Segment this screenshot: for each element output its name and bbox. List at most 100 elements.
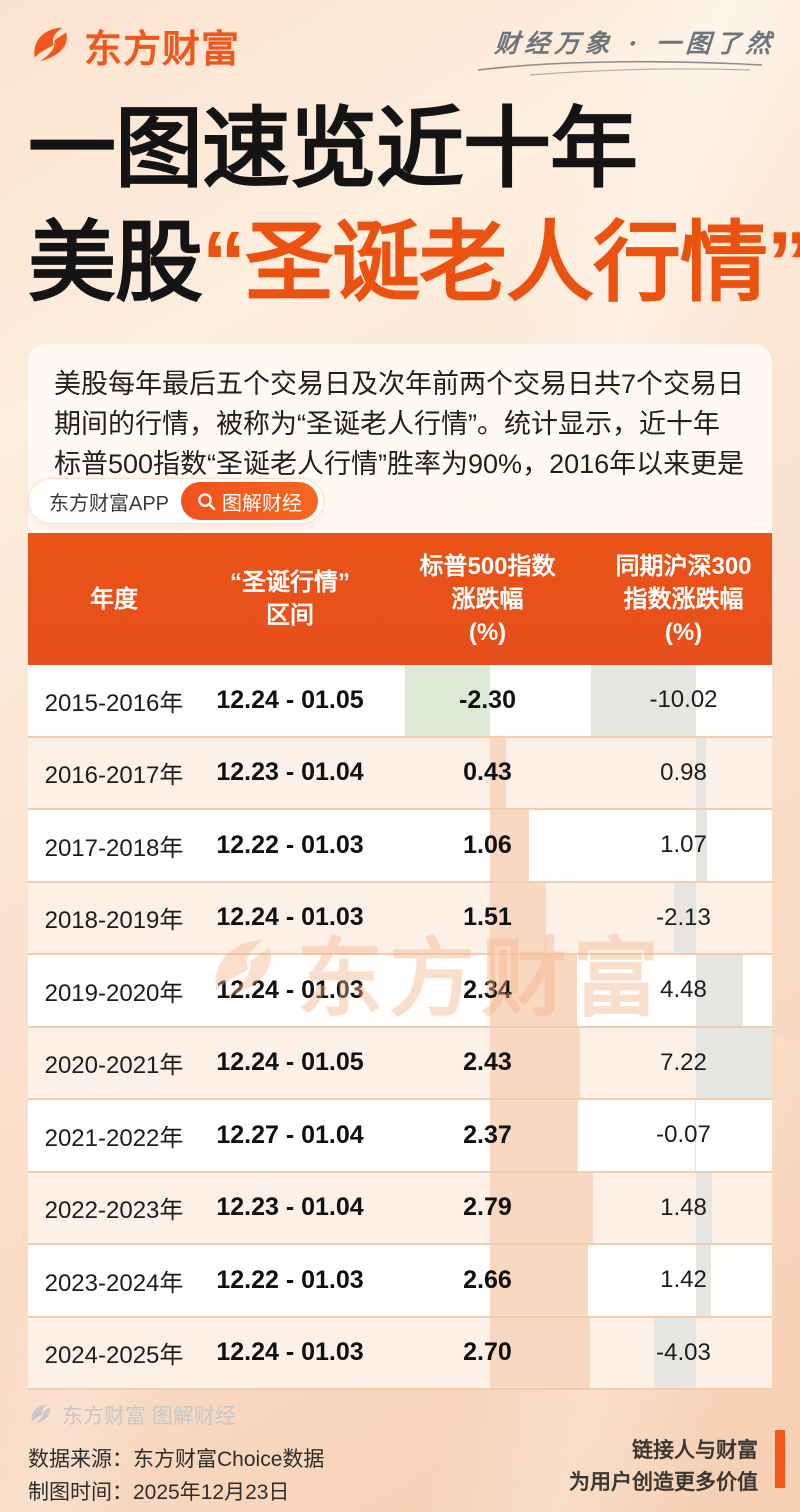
table-row: 2018-2019年 12.24 - 01.03 1.51 -2.13 — [28, 882, 772, 955]
sp500-bar — [490, 810, 530, 881]
csi300-bar — [696, 955, 744, 1026]
csi300-cell: 1.07 — [660, 831, 707, 859]
sp500-bar — [490, 882, 546, 953]
title-line1: 一图速览近十年 — [28, 99, 638, 198]
eastmoney-flame-icon — [31, 1404, 50, 1424]
sp500-bar — [490, 1317, 590, 1388]
table-rows: 2015-2016年 12.24 - 01.05 -2.30 -10.02 2016-2… — [28, 665, 772, 1390]
csi300-bar — [696, 1172, 712, 1243]
year-cell: 2023-2024年 — [44, 1269, 184, 1297]
sp500-bar — [490, 1027, 580, 1098]
title-line2-orange: “圣诞老人行情” — [202, 213, 800, 312]
search-channel-label: 图解财经 — [222, 492, 303, 515]
table-row: 2016-2017年 12.23 - 01.04 0.43 0.98 — [28, 737, 772, 810]
chart-date-line: 制图时间：2025年12月23日 — [28, 1481, 290, 1504]
sp500-cell: 2.66 — [463, 1265, 512, 1294]
search-icon — [198, 492, 216, 510]
brand-logo: 东方财富 — [28, 18, 240, 73]
table-row: 2021-2022年 12.27 - 01.04 2.37 -0.07 — [28, 1100, 772, 1173]
sp500-bar — [490, 1172, 594, 1243]
sp500-cell: 2.79 — [463, 1193, 512, 1222]
csi300-cell: -2.13 — [656, 903, 711, 931]
range-cell: 12.24 - 01.03 — [216, 1338, 364, 1367]
year-cell: 2020-2021年 — [44, 1052, 184, 1080]
table-row: 2019-2020年 12.24 - 01.03 2.34 4.48 — [28, 955, 772, 1028]
year-cell: 2016-2017年 — [44, 762, 184, 790]
sp500-cell: 2.34 — [463, 975, 512, 1004]
csi300-bar — [695, 1100, 696, 1171]
table-row: 2023-2024年 12.22 - 01.03 2.66 1.42 — [28, 1245, 772, 1318]
year-cell: 2019-2020年 — [44, 979, 184, 1007]
sp500-cell: 2.43 — [463, 1048, 512, 1077]
footer-slogan-line1: 链接人与财富 — [632, 1439, 758, 1462]
table-row: 2015-2016年 12.24 - 01.05 -2.30 -10.02 — [28, 665, 772, 738]
footer-brand-text: 东方财富 图解财经 — [62, 1405, 236, 1428]
app-badge-label: 东方财富APP — [49, 492, 170, 515]
csi300-cell: -4.03 — [656, 1338, 711, 1366]
table-row: 2020-2021年 12.24 - 01.05 2.43 7.22 — [28, 1027, 772, 1100]
title-line2: 美股“圣诞老人行情” — [28, 206, 800, 320]
page-title: 一图速览近十年 美股“圣诞老人行情” — [28, 92, 800, 320]
table-row: 2017-2018年 12.22 - 01.03 1.06 1.07 — [28, 810, 772, 883]
sp500-bar — [490, 737, 506, 808]
sp500-bar — [490, 955, 577, 1026]
header-cell-2: 标普500指数 涨跌幅 (%) — [419, 552, 556, 646]
csi300-bar — [653, 1317, 696, 1388]
table-row: 2022-2023年 12.23 - 01.04 2.79 1.48 — [28, 1172, 772, 1245]
santa-rally-table: 年度 “圣诞行情” 区间 标普500指数 涨跌幅 (%) 同期沪深300 指数涨跌幅 (%) 2… — [28, 533, 772, 1390]
sp500-bar — [490, 1100, 578, 1171]
csi300-cell: 0.98 — [660, 758, 707, 786]
range-cell: 12.23 - 01.04 — [216, 758, 364, 787]
sp500-cell: 0.43 — [463, 758, 512, 787]
range-cell: 12.24 - 01.05 — [216, 685, 364, 714]
sp500-cell: -2.30 — [459, 685, 516, 714]
year-cell: 2021-2022年 — [44, 1124, 184, 1152]
header-cell-3: 同期沪深300 指数涨跌幅 (%) — [615, 552, 752, 646]
csi300-bar — [696, 810, 708, 881]
range-cell: 12.24 - 01.05 — [216, 1048, 364, 1077]
csi300-bar — [590, 665, 696, 736]
data-source-line: 数据来源：东方财富Choice数据 — [28, 1448, 325, 1471]
year-cell: 2015-2016年 — [44, 689, 184, 717]
range-cell: 12.23 - 01.04 — [216, 1193, 364, 1222]
table-header: 年度 “圣诞行情” 区间 标普500指数 涨跌幅 (%) 同期沪深300 指数涨跌幅 (%) — [28, 533, 772, 665]
calligraphy-tagline: 财经万象 · 一图了然 — [493, 29, 777, 58]
range-cell: 12.24 - 01.03 — [216, 975, 364, 1004]
brand-logo-text: 东方财富 — [84, 29, 241, 71]
footer-slogan-line2: 为用户创造更多价值 — [569, 1471, 758, 1494]
footer-brand-watermark: 东方财富 图解财经 — [28, 1400, 236, 1430]
csi300-cell: 4.48 — [660, 976, 707, 1004]
csi300-cell: 7.22 — [660, 1048, 707, 1076]
sp500-bar — [404, 665, 490, 736]
csi300-cell: 1.48 — [660, 1193, 707, 1221]
slogan-accent-bar — [775, 1430, 785, 1488]
range-cell: 12.22 - 01.03 — [216, 1265, 364, 1294]
footer-slogan: 链接人与财富 为用户创造更多价值 — [569, 1435, 758, 1499]
csi300-bar — [696, 737, 707, 808]
sp500-cell: 1.51 — [463, 903, 512, 932]
header-cell-1: “圣诞行情” 区间 — [230, 569, 350, 629]
table-row: 2024-2025年 12.24 - 01.03 2.70 -4.03 — [28, 1317, 772, 1390]
range-cell: 12.27 - 01.04 — [216, 1120, 364, 1149]
year-cell: 2022-2023年 — [44, 1197, 184, 1225]
header-cell-0: 年度 — [90, 585, 138, 613]
range-cell: 12.24 - 01.03 — [216, 903, 364, 932]
calligraphy-swoosh — [477, 60, 763, 76]
csi300-cell: -10.02 — [649, 686, 718, 714]
csi300-cell: 1.42 — [660, 1266, 707, 1294]
title-line2-black: 美股 — [28, 213, 203, 312]
csi300-bar — [696, 1027, 772, 1098]
year-cell: 2017-2018年 — [44, 834, 184, 862]
csi300-bar — [673, 882, 696, 953]
eastmoney-flame-icon — [34, 27, 67, 61]
sp500-cell: 2.37 — [463, 1120, 512, 1149]
search-channel-button[interactable]: 图解财经 — [181, 482, 319, 520]
app-badge: 东方财富APP 图解财经 — [28, 478, 325, 524]
sp500-cell: 2.70 — [463, 1338, 512, 1367]
sp500-bar — [490, 1245, 589, 1316]
csi300-cell: -0.07 — [656, 1121, 711, 1149]
csi300-bar — [696, 1245, 711, 1316]
range-cell: 12.22 - 01.03 — [216, 830, 364, 859]
sp500-cell: 1.06 — [463, 830, 512, 859]
